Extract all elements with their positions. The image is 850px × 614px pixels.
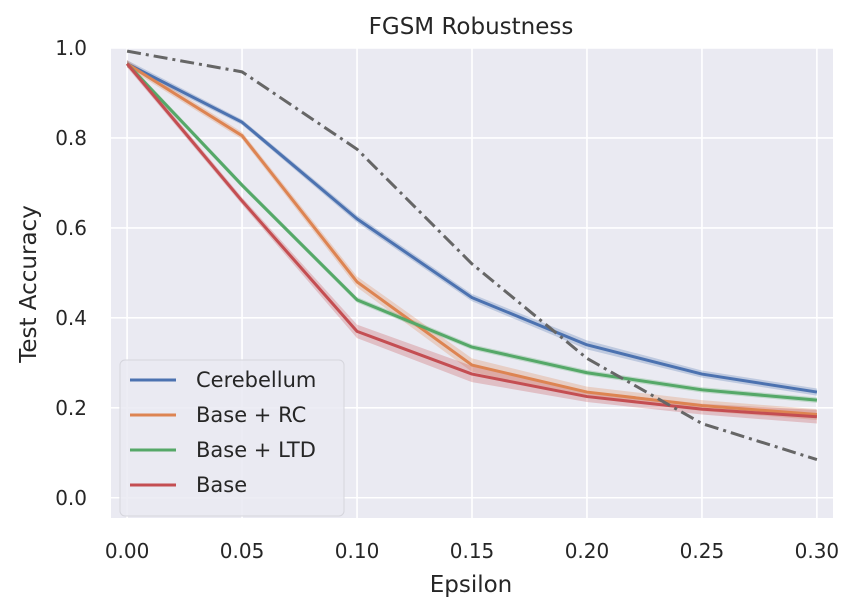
legend-label: Cerebellum [196, 368, 316, 392]
x-tick-labels: 0.00 0.05 0.10 0.15 0.20 0.25 0.30 [105, 539, 839, 563]
legend-label: Base [196, 473, 247, 497]
y-tick-label: 0.4 [55, 306, 87, 330]
x-tick-label: 0.15 [450, 539, 495, 563]
legend-label: Base + LTD [196, 438, 316, 462]
x-tick-label: 0.20 [565, 539, 610, 563]
x-tick-label: 0.05 [220, 539, 265, 563]
y-tick-label: 1.0 [55, 36, 87, 60]
x-tick-label: 0.10 [335, 539, 380, 563]
y-tick-label: 0.8 [55, 126, 87, 150]
y-axis-label: Test Accuracy [16, 205, 42, 364]
series-lines [125, 49, 818, 461]
chart-title: FGSM Robustness [369, 14, 574, 40]
y-tick-label: 0.6 [55, 216, 87, 240]
x-tick-label: 0.30 [795, 539, 840, 563]
x-tick-label: 0.25 [680, 539, 725, 563]
legend: Cerebellum Base + RC Base + LTD Base [119, 359, 345, 517]
x-tick-label: 0.00 [105, 539, 150, 563]
y-tick-labels: 0.0 0.2 0.4 0.6 0.8 1.0 [55, 36, 87, 510]
legend-label: Base + RC [196, 403, 306, 427]
y-tick-label: 0.0 [55, 486, 87, 510]
x-axis-label: Epsilon [430, 572, 513, 598]
y-tick-label: 0.2 [55, 396, 87, 420]
legend-box [119, 359, 345, 517]
